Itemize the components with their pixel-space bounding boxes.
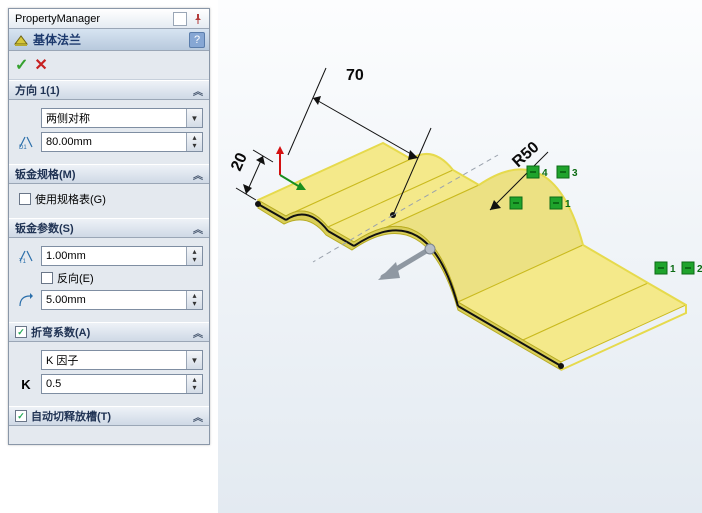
cancel-button[interactable]: ✕ [34, 55, 47, 75]
checkbox-icon: ✓ [15, 326, 27, 338]
section-bend-header[interactable]: ✓ 折弯系数(A) ︽ [9, 322, 209, 342]
chevron-up-icon: ︽ [193, 221, 203, 236]
bend-method-select[interactable]: K 因子 ▼ [41, 350, 203, 370]
chevron-up-icon: ︽ [193, 325, 203, 340]
help-button[interactable]: ? [189, 32, 205, 48]
k-factor-icon: K [15, 375, 37, 393]
spinner-icon[interactable]: ▴▾ [186, 291, 202, 309]
use-gauge-table-label: 使用规格表(G) [35, 191, 106, 207]
svg-text:T1: T1 [19, 259, 27, 264]
bend-enable-checkbox[interactable]: ✓ [15, 326, 27, 338]
thickness-input[interactable]: 1.00mm ▴▾ [41, 246, 203, 266]
k-factor-value: 0.5 [46, 378, 61, 390]
section-params-header[interactable]: 钣金参数(S) ︽ [9, 218, 209, 238]
feature-name: 基体法兰 [33, 31, 189, 48]
section-relief-body [9, 426, 209, 444]
sketch-relation-label: 2 [697, 264, 702, 275]
section-direction1-header[interactable]: 方向 1(1) ︽ [9, 80, 209, 100]
chevron-up-icon: ︽ [193, 83, 203, 98]
chevron-up-icon: ︽ [193, 409, 203, 424]
reverse-label: 反向(E) [57, 270, 94, 286]
end-condition-icon [15, 109, 37, 127]
section-direction1-body: 两侧对称 ▼ D1 80.00mm ▴▾ [9, 100, 209, 164]
thickness-value: 1.00mm [46, 250, 86, 262]
pm-title-text: PropertyManager [13, 13, 171, 25]
end-condition-value: 两侧对称 [46, 110, 90, 126]
pm-titlebar: PropertyManager [9, 9, 209, 29]
extrude-arrow-icon [378, 244, 435, 280]
ok-button[interactable]: ✓ [15, 55, 28, 75]
reverse-checkbox[interactable]: 反向(E) [41, 270, 203, 286]
graphics-viewport[interactable]: 70 20 R50 43112423 [218, 0, 702, 513]
use-gauge-table-checkbox[interactable]: 使用规格表(G) [19, 191, 203, 207]
section-direction1-label: 方向 1(1) [15, 82, 193, 98]
dimension-20[interactable]: 20 [228, 150, 273, 200]
svg-text:20: 20 [228, 150, 251, 173]
confirm-bar: ✓ ✕ [9, 51, 209, 80]
pm-pin-icon[interactable] [191, 12, 205, 26]
bend-method-value: K 因子 [46, 352, 78, 368]
section-gauge-label: 钣金规格(M) [15, 166, 193, 182]
section-gauge-body: 使用规格表(G) [9, 184, 209, 218]
spinner-icon[interactable]: ▴▾ [186, 133, 202, 151]
pm-layout-icon[interactable] [173, 12, 187, 26]
chevron-down-icon: ▼ [186, 109, 202, 127]
section-relief-label: 自动切释放槽(T) [31, 408, 193, 424]
base-flange-icon [13, 32, 29, 48]
svg-text:70: 70 [346, 67, 364, 84]
section-relief-header[interactable]: ✓ 自动切释放槽(T) ︽ [9, 406, 209, 426]
spinner-icon[interactable]: ▴▾ [186, 247, 202, 265]
sketch-relation-label: 4 [542, 168, 548, 179]
checkbox-icon [41, 272, 53, 284]
section-params-body: T1 1.00mm ▴▾ 反向(E) 5.00mm ▴▾ [9, 238, 209, 322]
bend-radius-icon [15, 291, 37, 309]
section-params-label: 钣金参数(S) [15, 220, 193, 236]
checkbox-icon [19, 193, 31, 205]
section-gauge-header[interactable]: 钣金规格(M) ︽ [9, 164, 209, 184]
depth-input[interactable]: 80.00mm ▴▾ [41, 132, 203, 152]
sketch-relation-label: 1 [670, 264, 676, 275]
section-bend-label: 折弯系数(A) [31, 324, 193, 340]
model-canvas: 70 20 R50 43112423 [218, 0, 702, 513]
chevron-up-icon: ︽ [193, 167, 203, 182]
checkbox-icon: ✓ [15, 410, 27, 422]
bend-method-icon [15, 351, 37, 369]
section-bend-body: K 因子 ▼ K 0.5 ▴▾ [9, 342, 209, 406]
property-manager-panel: PropertyManager 基体法兰 ? ✓ ✕ 方向 1(1) ︽ 两侧对… [8, 8, 210, 445]
chevron-down-icon: ▼ [186, 351, 202, 369]
end-condition-select[interactable]: 两侧对称 ▼ [41, 108, 203, 128]
depth-value: 80.00mm [46, 136, 92, 148]
svg-text:D1: D1 [19, 145, 27, 150]
k-factor-input[interactable]: 0.5 ▴▾ [41, 374, 203, 394]
thickness-icon: T1 [15, 247, 37, 265]
spinner-icon[interactable]: ▴▾ [186, 375, 202, 393]
bend-radius-input[interactable]: 5.00mm ▴▾ [41, 290, 203, 310]
relief-enable-checkbox[interactable]: ✓ [15, 410, 27, 422]
sketch-relation-label: 3 [572, 168, 578, 179]
feature-header: 基体法兰 ? [9, 29, 209, 51]
depth-icon: D1 [15, 133, 37, 151]
sketch-relation-label: 1 [565, 199, 571, 210]
bend-radius-value: 5.00mm [46, 294, 86, 306]
